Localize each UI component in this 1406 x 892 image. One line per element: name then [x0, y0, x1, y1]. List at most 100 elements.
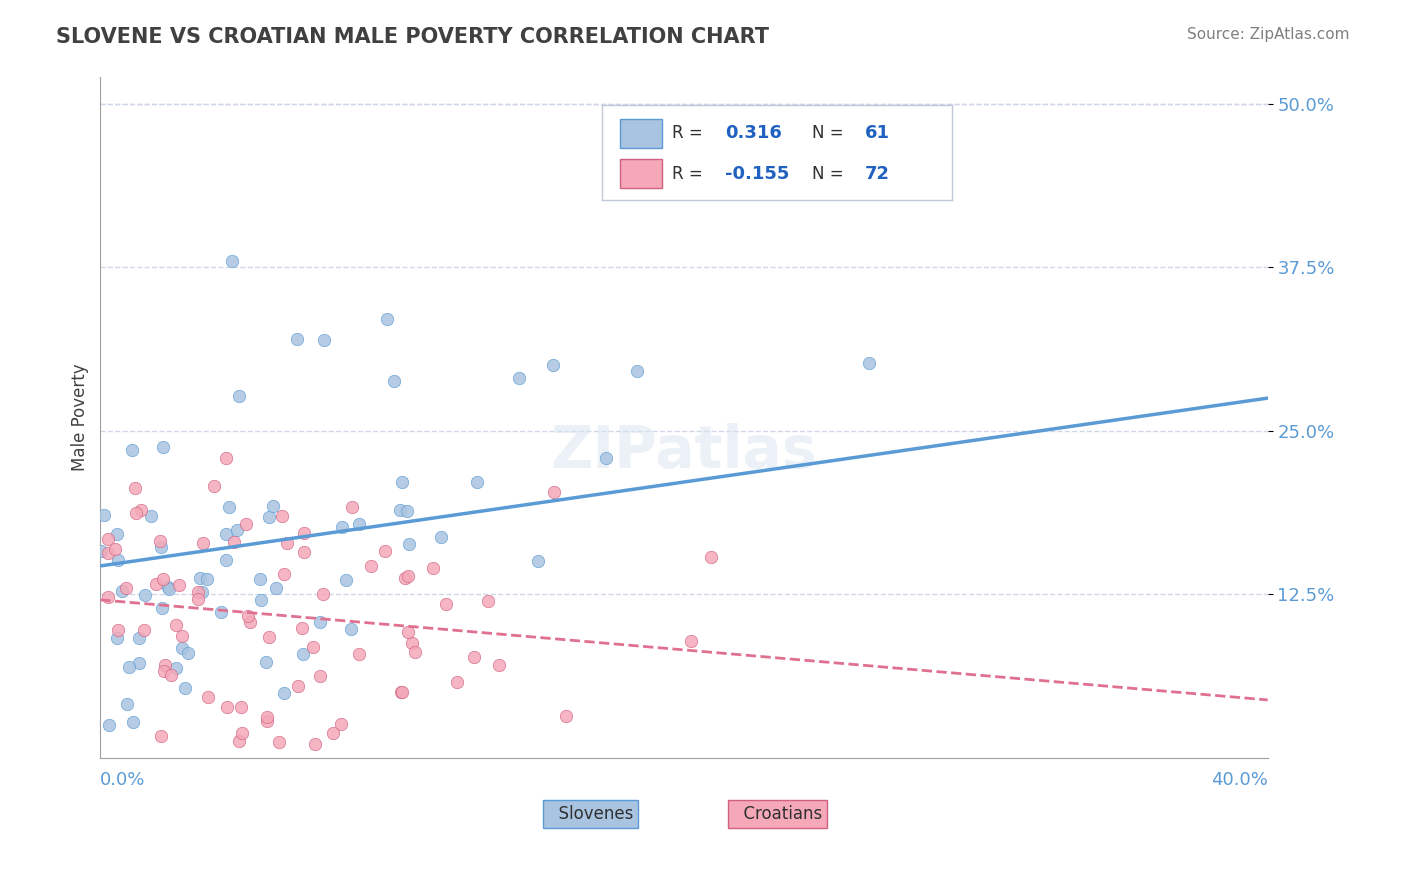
Point	[463, 649, 485, 664]
Point	[270, 508, 292, 523]
Point	[228, 389, 250, 403]
Point	[187, 585, 209, 599]
Point	[174, 681, 197, 696]
Point	[396, 625, 419, 640]
Point	[105, 631, 128, 645]
Point	[155, 657, 177, 672]
Point	[273, 567, 295, 582]
Y-axis label: Male Poverty: Male Poverty	[72, 364, 89, 471]
Point	[347, 517, 370, 532]
Point	[309, 615, 332, 630]
Point	[118, 660, 141, 674]
Point	[291, 647, 314, 661]
Point	[224, 535, 246, 549]
Text: ZIPatlas: ZIPatlas	[551, 423, 817, 480]
Point	[360, 559, 382, 574]
Point	[401, 635, 423, 649]
Point	[250, 592, 273, 607]
Text: 40.0%: 40.0%	[1211, 771, 1268, 789]
Point	[160, 667, 183, 681]
Point	[139, 509, 162, 524]
Point	[121, 714, 143, 729]
Point	[335, 573, 357, 587]
Point	[312, 587, 335, 601]
Point	[134, 623, 156, 637]
Point	[172, 640, 194, 655]
Point	[256, 709, 278, 723]
Point	[209, 605, 232, 619]
Point	[152, 573, 174, 587]
Point	[195, 573, 218, 587]
Point	[543, 484, 565, 499]
Point	[446, 675, 468, 690]
Point	[215, 527, 238, 541]
Point	[477, 594, 499, 608]
Point	[375, 312, 398, 326]
Point	[301, 640, 323, 655]
Point	[114, 581, 136, 595]
Point	[104, 542, 127, 557]
Point	[215, 553, 238, 567]
Point	[394, 571, 416, 585]
Point	[555, 708, 578, 723]
Text: Croatians: Croatians	[733, 805, 823, 823]
Point	[249, 572, 271, 586]
Point	[150, 729, 173, 743]
Point	[314, 333, 336, 347]
Point	[322, 726, 344, 740]
Point	[93, 508, 115, 522]
Point	[202, 479, 225, 493]
Text: Slovenes: Slovenes	[548, 805, 633, 823]
Point	[235, 517, 257, 532]
Point	[128, 656, 150, 670]
Point	[149, 533, 172, 548]
Point	[105, 527, 128, 541]
Point	[374, 544, 396, 558]
Point	[285, 332, 308, 346]
Point	[291, 622, 314, 636]
Point	[228, 734, 250, 748]
Point	[257, 630, 280, 644]
Point	[90, 543, 112, 558]
Text: 0.0%: 0.0%	[100, 771, 146, 789]
Point	[292, 526, 315, 541]
Point	[508, 371, 530, 385]
Point	[165, 618, 187, 632]
Point	[388, 503, 411, 517]
Point	[264, 581, 287, 595]
Point	[236, 609, 259, 624]
Point	[488, 658, 510, 673]
Point	[287, 679, 309, 693]
Point	[165, 661, 187, 675]
Point	[541, 358, 564, 372]
Point	[382, 374, 405, 388]
Point	[858, 356, 880, 370]
Point	[292, 545, 315, 559]
Point	[526, 554, 548, 568]
Point	[153, 665, 176, 679]
Point	[339, 622, 361, 636]
Point	[398, 537, 420, 551]
Point	[257, 509, 280, 524]
Point	[273, 686, 295, 700]
Point	[595, 450, 617, 465]
Point	[681, 634, 703, 648]
Point	[156, 581, 179, 595]
Point	[215, 699, 238, 714]
Point	[391, 685, 413, 699]
Point	[626, 364, 648, 378]
Point	[434, 597, 457, 611]
Point	[129, 503, 152, 517]
Point	[145, 577, 167, 591]
Point	[218, 500, 240, 514]
Point	[176, 646, 198, 660]
Point	[125, 507, 148, 521]
Point	[128, 631, 150, 645]
Point	[276, 536, 298, 550]
Point	[121, 442, 143, 457]
Point	[115, 697, 138, 711]
Point	[395, 504, 418, 518]
Point	[107, 623, 129, 637]
Point	[349, 647, 371, 661]
Point	[149, 540, 172, 554]
